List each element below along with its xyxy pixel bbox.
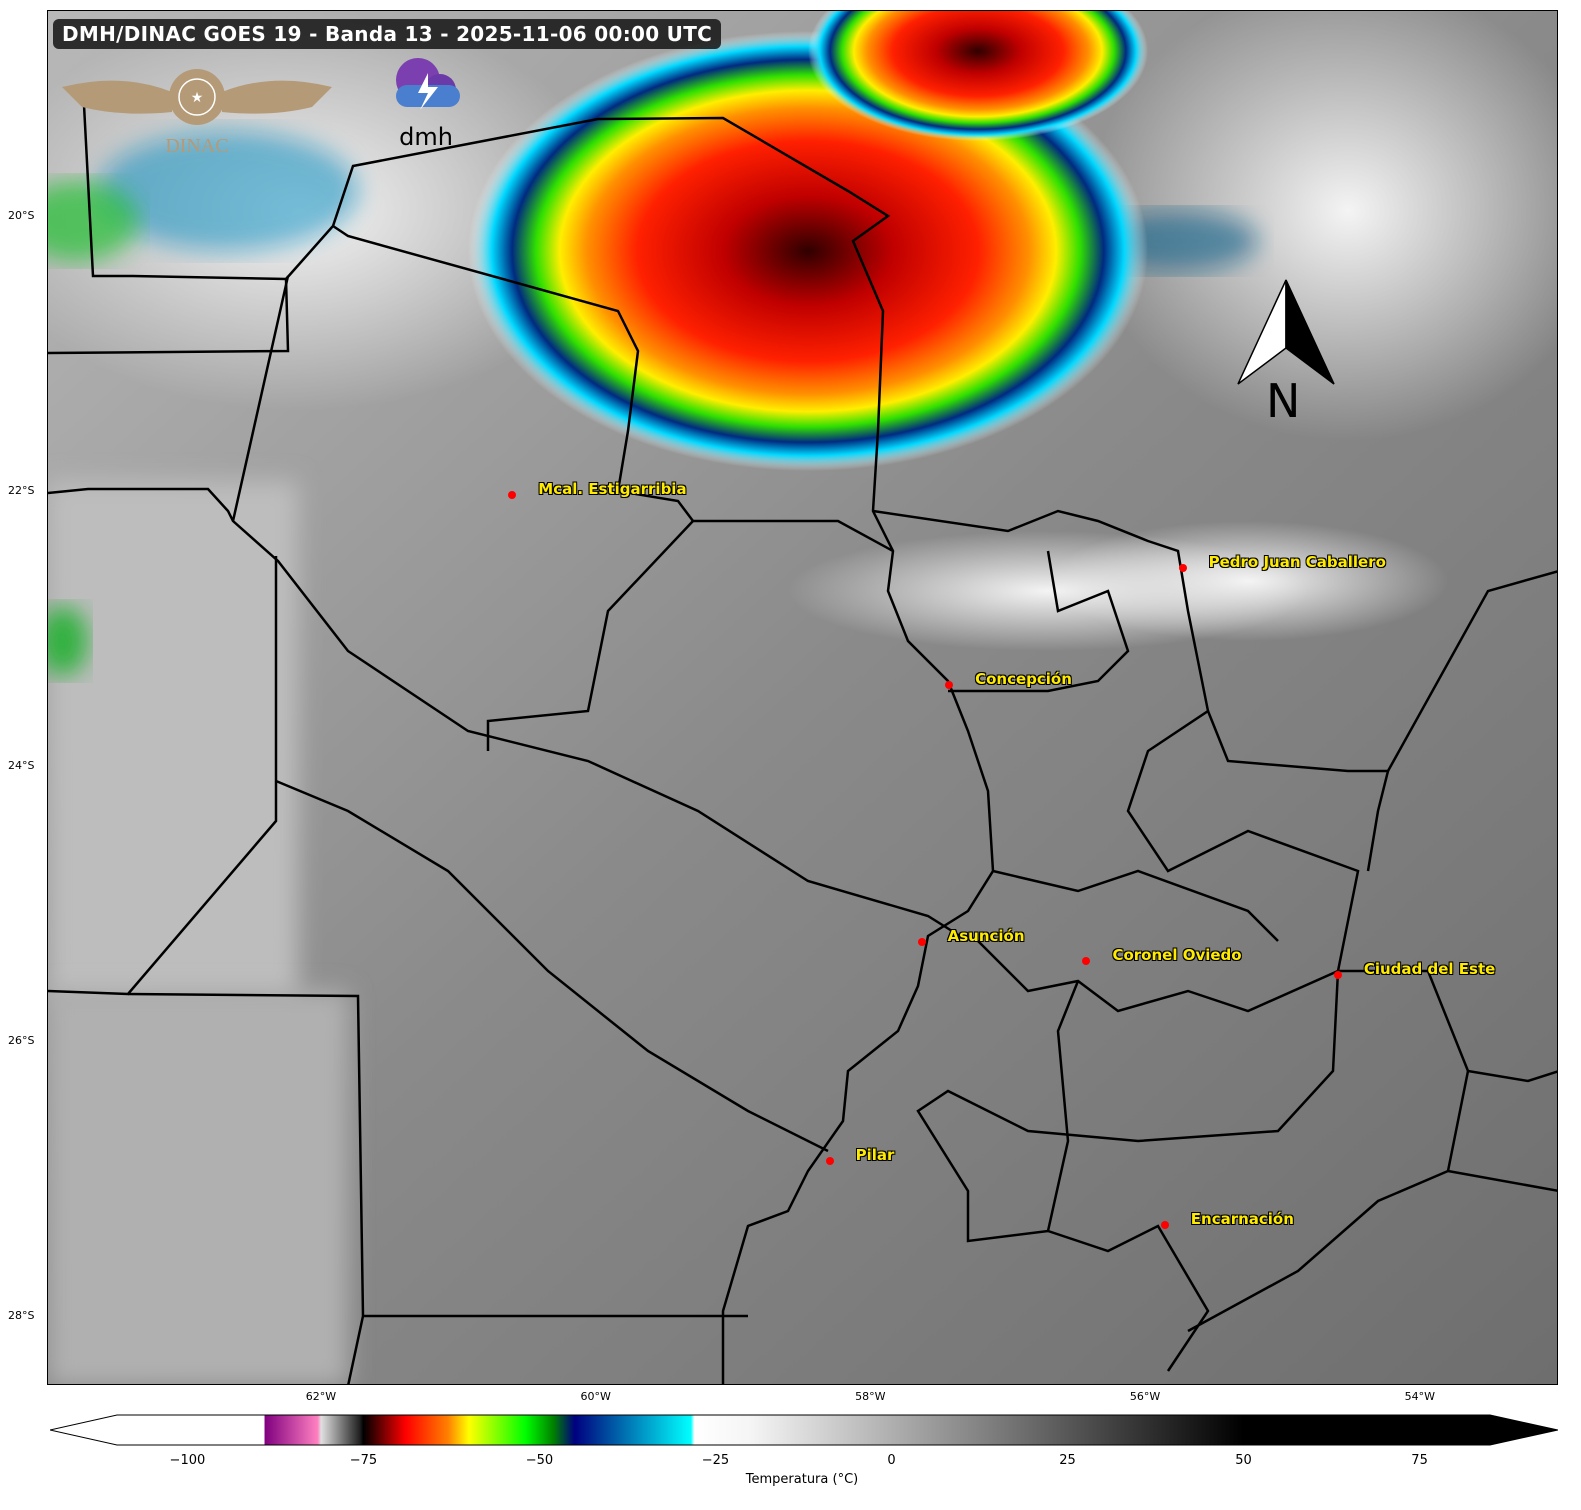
dinac-logo: ★ DINAC [62,52,332,161]
y-tick-label: 26°S [8,1034,35,1048]
x-tick-label: 54°W [1404,1390,1435,1403]
svg-text:★: ★ [191,90,204,106]
colorbar [50,1414,1558,1446]
city-dot [825,1156,834,1165]
city-label: Coronel Oviedo [1112,946,1242,965]
colorbar-tick-label: −100 [169,1453,206,1468]
city-label: Encarnación [1190,1210,1294,1229]
city-dot [1082,957,1091,966]
city-label: Pilar [855,1145,895,1164]
colorbar-tick-label: −25 [701,1453,730,1468]
x-tick-label: 62°W [305,1390,337,1403]
x-tick-label: 60°W [580,1390,611,1403]
colorbar-tick-label: 50 [1235,1453,1252,1468]
city-dot [945,680,954,689]
satellite-imagery [48,11,1557,1384]
y-tick-label: 28°S [8,1309,35,1323]
city-dot [508,491,517,499]
north-label: N [1266,374,1301,428]
city-label: Mcal. Estigarribia [538,480,687,498]
map-title: DMH/DINAC GOES 19 - Banda 13 - 2025-11-0… [53,19,722,49]
colorbar-tick-label: 25 [1059,1453,1076,1468]
city-label: Pedro Juan Caballero [1208,552,1386,571]
colorbar-tick-label: 75 [1411,1453,1428,1468]
x-tick-label: 58°W [855,1390,886,1403]
dinac-logo-text: DINAC [165,135,228,157]
y-tick-label: 22°S [8,484,35,498]
city-dot [917,937,926,946]
city-dot [1160,1221,1169,1230]
north-arrow: N [1236,278,1336,428]
dmh-logo: dmh [388,55,468,154]
city-label: Concepción [975,669,1072,688]
city-label: Asunción [947,926,1025,945]
political-borders [48,84,1557,1384]
city-label: Ciudad del Este [1363,959,1496,978]
colorbar-label: Temperatura (°C) [745,1472,859,1487]
north-arrow-icon [1237,279,1335,385]
dmh-logo-text: dmh [399,123,453,150]
city-dot [1178,563,1187,572]
satellite-map: Mcal. Estigarribia Pedro Juan Caballero Co… [47,10,1558,1385]
colorbar-tick-label: −75 [349,1453,378,1468]
colorbar-tick-label: −50 [525,1453,554,1468]
city-dot [1333,970,1342,979]
y-tick-label: 20°S [8,209,35,223]
y-tick-label: 24°S [8,759,35,773]
colorbar-tick-label: 0 [887,1453,896,1468]
x-tick-label: 56°W [1129,1390,1161,1403]
